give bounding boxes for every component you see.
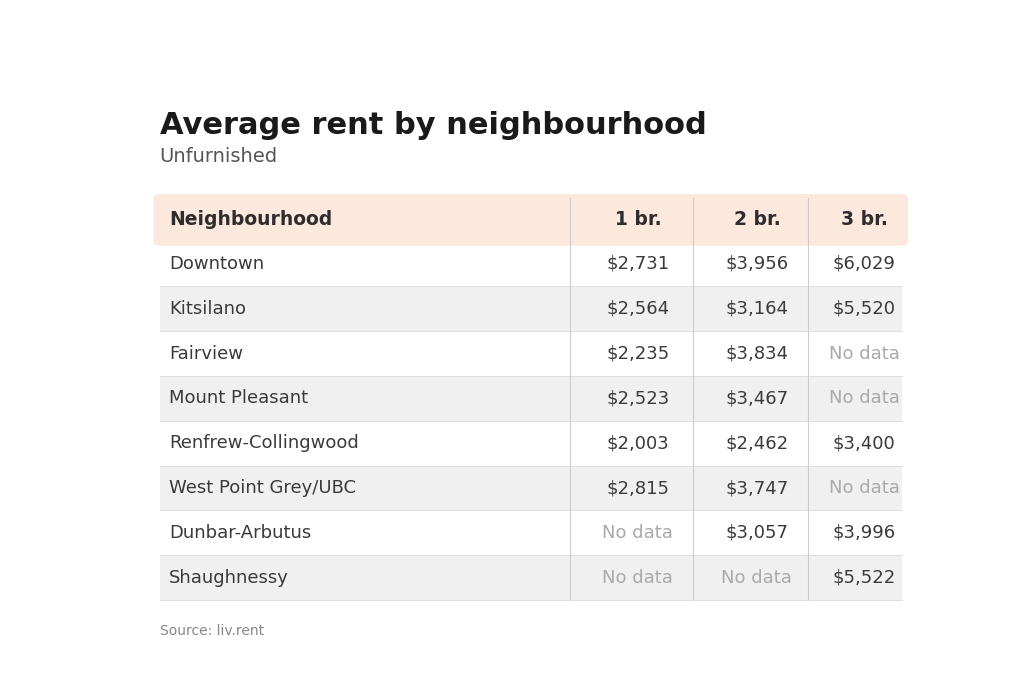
Bar xyxy=(160,286,902,331)
Text: $3,747: $3,747 xyxy=(725,479,788,497)
Text: $2,731: $2,731 xyxy=(606,255,670,273)
Text: 3 br.: 3 br. xyxy=(841,210,888,229)
Text: No data: No data xyxy=(602,524,674,542)
Bar xyxy=(160,466,902,510)
Text: $2,523: $2,523 xyxy=(606,389,670,408)
FancyBboxPatch shape xyxy=(154,194,908,246)
Text: $2,003: $2,003 xyxy=(606,434,670,452)
Text: $2,564: $2,564 xyxy=(606,300,670,318)
Text: No data: No data xyxy=(828,345,899,362)
Bar xyxy=(160,556,902,600)
Text: $3,956: $3,956 xyxy=(725,255,788,273)
Text: Shaughnessy: Shaughnessy xyxy=(169,569,289,587)
Text: $3,996: $3,996 xyxy=(833,524,896,542)
Text: No data: No data xyxy=(828,479,899,497)
Text: Kitsilano: Kitsilano xyxy=(169,300,246,318)
Bar xyxy=(160,376,902,421)
Text: Dunbar-Arbutus: Dunbar-Arbutus xyxy=(169,524,311,542)
Text: Fairview: Fairview xyxy=(169,345,244,362)
Text: Unfurnished: Unfurnished xyxy=(160,147,278,166)
Text: No data: No data xyxy=(722,569,793,587)
Text: $3,057: $3,057 xyxy=(725,524,788,542)
Text: $6,029: $6,029 xyxy=(833,255,896,273)
Text: $5,522: $5,522 xyxy=(833,569,896,587)
Text: No data: No data xyxy=(602,569,674,587)
Text: Downtown: Downtown xyxy=(169,255,264,273)
Text: $3,834: $3,834 xyxy=(725,345,788,362)
Text: $2,815: $2,815 xyxy=(606,479,670,497)
Text: 1 br.: 1 br. xyxy=(614,210,662,229)
Text: West Point Grey/UBC: West Point Grey/UBC xyxy=(169,479,356,497)
Text: $2,462: $2,462 xyxy=(725,434,788,452)
Text: Source: liv.rent: Source: liv.rent xyxy=(160,624,264,638)
Text: $3,164: $3,164 xyxy=(725,300,788,318)
Text: $2,235: $2,235 xyxy=(606,345,670,362)
Text: Mount Pleasant: Mount Pleasant xyxy=(169,389,308,408)
Text: $3,467: $3,467 xyxy=(725,389,788,408)
Text: 2 br.: 2 br. xyxy=(733,210,780,229)
Text: Renfrew-Collingwood: Renfrew-Collingwood xyxy=(169,434,359,452)
Text: $3,400: $3,400 xyxy=(833,434,895,452)
Text: Neighbourhood: Neighbourhood xyxy=(169,210,333,229)
Text: Average rent by neighbourhood: Average rent by neighbourhood xyxy=(160,111,707,140)
Text: No data: No data xyxy=(828,389,899,408)
Text: $5,520: $5,520 xyxy=(833,300,896,318)
